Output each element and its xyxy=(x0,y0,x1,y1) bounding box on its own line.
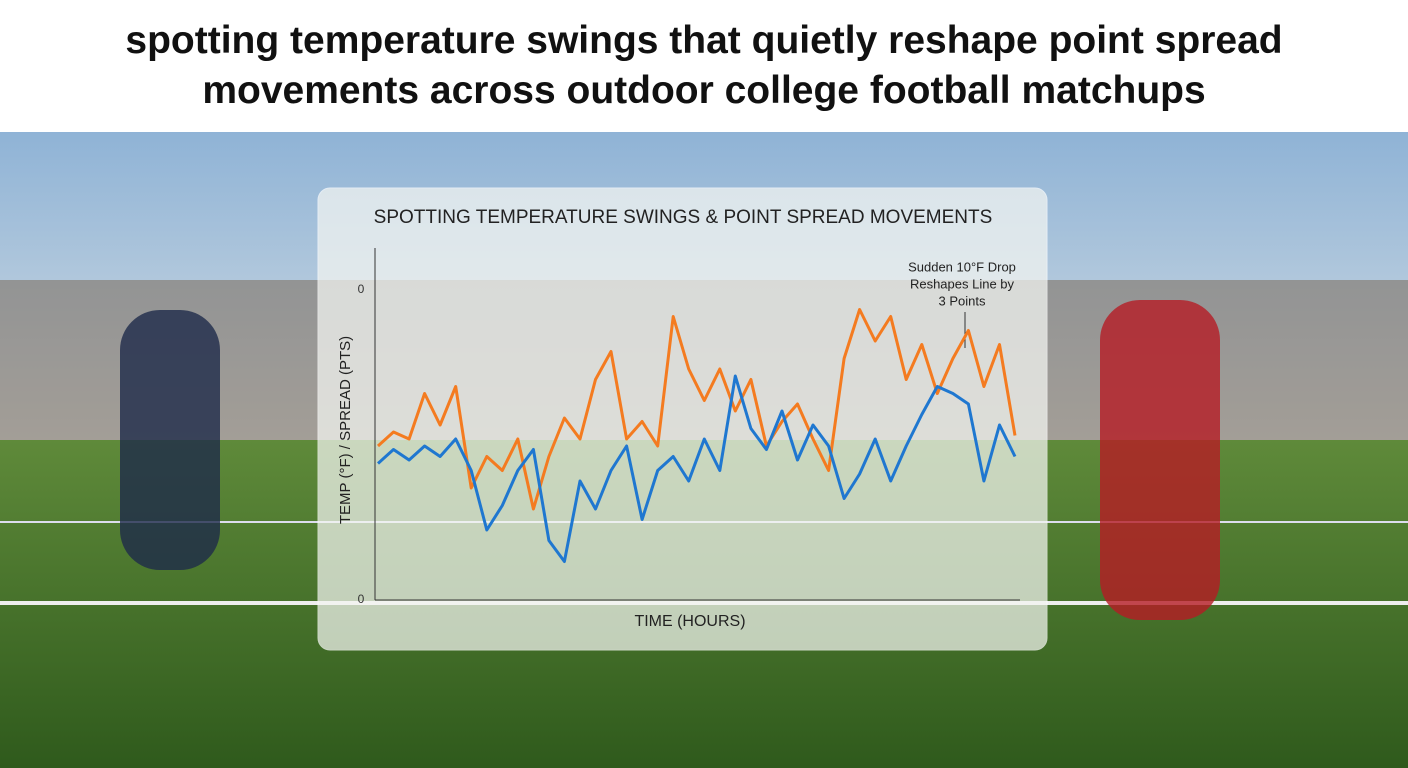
annotation: Reshapes Line by xyxy=(910,276,1015,291)
y-axis-label: TEMP (°F) / SPREAD (PTS) xyxy=(337,336,354,524)
player xyxy=(120,310,220,570)
chart-title: SPOTTING TEMPERATURE SWINGS & POINT SPRE… xyxy=(374,207,993,228)
line-series xyxy=(376,308,1017,511)
chart-panel xyxy=(317,187,1048,651)
line-series xyxy=(376,374,1017,563)
annotation: Sudden 10°F Drop xyxy=(908,259,1016,274)
y-tick-label: 0 xyxy=(358,282,365,296)
header: spotting temperature swings that quietly… xyxy=(0,0,1408,132)
y-tick-label: 0 xyxy=(358,592,365,606)
page-title: spotting temperature swings that quietly… xyxy=(125,19,1283,112)
annotation: 3 Points xyxy=(939,293,986,308)
player xyxy=(1100,300,1220,620)
x-axis-label: TIME (HOURS) xyxy=(634,613,745,630)
chart: SPOTTING TEMPERATURE SWINGS & POINT SPRE… xyxy=(0,132,1408,768)
